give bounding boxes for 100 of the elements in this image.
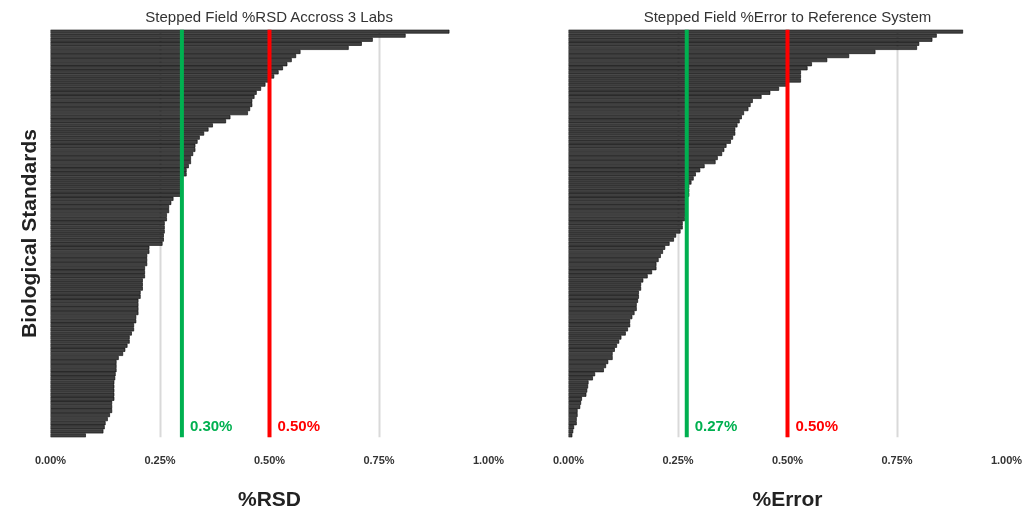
bar: [50, 155, 191, 161]
bar: [568, 306, 637, 312]
bar: [568, 359, 609, 365]
bar: [568, 355, 613, 360]
x-tick-label: 0.50%: [771, 453, 804, 466]
bar: [50, 192, 183, 197]
bar: [568, 384, 589, 389]
x-tick-label: 0.50%: [253, 453, 286, 466]
bar: [568, 433, 573, 438]
x-tick-label: 0.00%: [34, 453, 67, 466]
bar: [50, 98, 253, 103]
bar: [568, 217, 685, 222]
bar: [50, 111, 248, 116]
bar: [50, 425, 105, 430]
bar: [50, 139, 198, 144]
bar: [568, 282, 642, 287]
bar: [568, 408, 578, 414]
bar: [50, 302, 139, 307]
bar: [568, 119, 740, 124]
bar: [50, 400, 113, 405]
bar: [50, 372, 116, 377]
bar: [568, 364, 607, 369]
bar: [50, 58, 292, 63]
bar: [50, 82, 266, 87]
bar: [568, 429, 574, 434]
bar: [50, 70, 279, 75]
bar: [568, 160, 716, 165]
x-axis-title: %Error: [752, 486, 823, 510]
bar: [568, 331, 626, 336]
bar: [568, 155, 718, 161]
bar: [50, 311, 139, 316]
bar: [568, 237, 674, 242]
ref-line-label: 0.50%: [795, 416, 839, 434]
bar: [50, 90, 257, 95]
bar: [568, 266, 657, 271]
bar: [50, 94, 255, 99]
bar: [568, 37, 933, 42]
bar: [568, 147, 725, 152]
bar: [50, 204, 170, 210]
bar: [50, 282, 143, 287]
bar: [50, 413, 110, 418]
bar: [50, 421, 106, 426]
bar: [50, 233, 164, 238]
bar: [50, 188, 183, 193]
bar: [50, 160, 191, 165]
bar: [568, 209, 688, 214]
bar: [568, 253, 661, 258]
bar: [568, 245, 666, 250]
bar: [568, 45, 918, 50]
bar: [50, 184, 183, 189]
bar: [568, 343, 617, 348]
bar: [50, 257, 148, 263]
bar: [50, 392, 115, 397]
bar: [568, 339, 620, 344]
bar: [50, 127, 209, 132]
bar: [50, 253, 148, 258]
bar: [568, 184, 690, 189]
bar: [50, 319, 137, 324]
bar: [50, 347, 126, 352]
bar: [50, 286, 143, 291]
bar: [50, 270, 145, 275]
bar: [568, 196, 688, 201]
x-tick-label: 1.00%: [990, 453, 1023, 466]
bar: [50, 343, 128, 348]
x-tick-label: 0.00%: [552, 453, 585, 466]
bar: [568, 388, 588, 393]
bar: [50, 376, 116, 381]
bar: [568, 404, 581, 409]
bar: [568, 74, 801, 79]
bar: [50, 315, 137, 320]
bar: [568, 176, 694, 181]
x-tick-label: 0.75%: [881, 453, 913, 466]
bar: [50, 102, 253, 108]
bar: [568, 115, 742, 120]
bar: [568, 78, 801, 83]
bar: [568, 135, 734, 140]
ref-line-label: 0.50%: [277, 416, 321, 434]
bar: [568, 233, 677, 238]
bar: [568, 204, 688, 210]
bar: [568, 123, 738, 128]
bar: [568, 225, 683, 230]
bar: [568, 139, 731, 144]
bar: [568, 168, 701, 173]
bar: [568, 229, 681, 234]
bar: [568, 400, 582, 405]
bar: [50, 168, 187, 173]
bar: [50, 225, 165, 230]
bar: [50, 262, 148, 267]
bar: [568, 302, 637, 307]
bar: [50, 180, 183, 185]
bar: [568, 221, 683, 226]
bar: [50, 355, 119, 360]
bar: [50, 417, 108, 422]
bar: [50, 429, 104, 434]
bar: [568, 200, 688, 205]
bar: [50, 335, 130, 340]
bar: [568, 298, 638, 303]
bar: [50, 396, 115, 401]
bar: [50, 229, 165, 234]
bar: [50, 351, 124, 356]
